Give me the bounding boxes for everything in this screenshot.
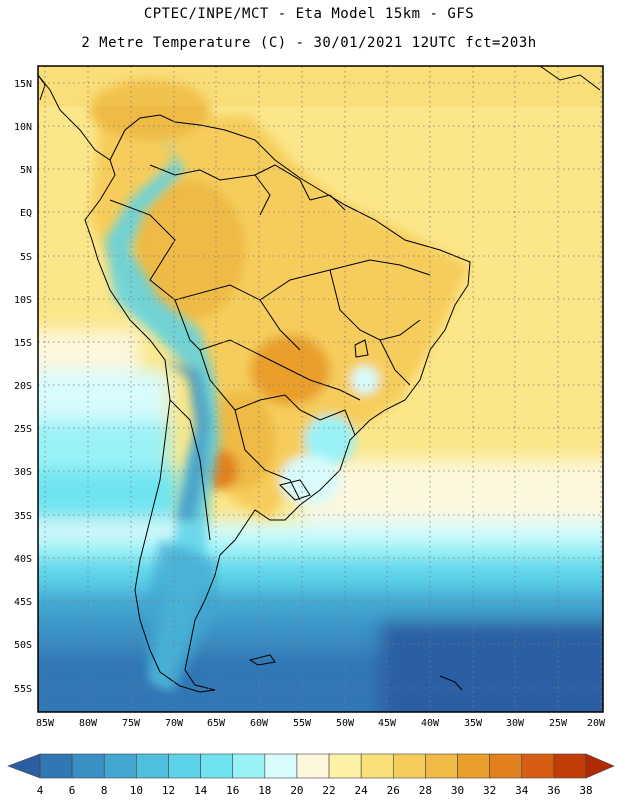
legend-label: 24 <box>355 784 369 797</box>
lat-tick: 20S <box>14 381 32 392</box>
legend-arrow-low <box>7 753 41 779</box>
legend-label: 22 <box>322 784 335 797</box>
lon-tick: 75W <box>122 718 141 729</box>
lat-tick: 25S <box>14 424 32 435</box>
legend-label: 32 <box>483 784 496 797</box>
legend-swatch <box>232 753 266 779</box>
legend-swatch <box>425 753 458 779</box>
lat-tick: 10N <box>14 122 32 133</box>
legend-label: 18 <box>258 784 271 797</box>
lat-tick: 15N <box>14 79 32 90</box>
lat-tick: 35S <box>14 511 32 522</box>
legend-label: 12 <box>162 784 175 797</box>
legend-label: 16 <box>226 784 239 797</box>
legend-swatch <box>264 753 298 779</box>
lat-tick: 30S <box>14 467 32 478</box>
lon-tick: 40W <box>421 718 440 729</box>
lat-tick: 5S <box>20 252 32 263</box>
lon-tick: 50W <box>336 718 355 729</box>
map-title: CPTEC/INPE/MCT - Eta Model 15km - GFS <box>143 6 475 22</box>
lat-tick: 55S <box>14 684 32 695</box>
legend-swatch <box>457 753 490 779</box>
legend-label: 14 <box>194 784 208 797</box>
lat-tick: 5N <box>20 165 32 176</box>
legend-label: 30 <box>451 784 464 797</box>
legend-swatch <box>136 753 169 779</box>
lon-tick: 60W <box>250 718 269 729</box>
legend-label: 20 <box>290 784 303 797</box>
legend-label: 8 <box>101 784 108 797</box>
lon-axis: 85W 80W 75W 70W 65W 60W 55W 50W 45W 40W … <box>36 718 606 729</box>
lon-tick: 20W <box>587 718 606 729</box>
lat-axis: 15N 10N 5N EQ 5S 10S 15S 20S 25S 30S 35S… <box>14 79 32 695</box>
lat-tick: 50S <box>14 640 32 651</box>
legend-swatch <box>296 753 330 779</box>
lat-tick: 10S <box>14 295 32 306</box>
legend-swatch <box>392 753 426 779</box>
lon-tick: 55W <box>293 718 312 729</box>
legend-swatch <box>200 753 234 779</box>
color-legend: 4 6 8 10 12 14 16 18 20 22 24 26 28 30 32 34 36 38 <box>7 753 615 797</box>
legend-swatch <box>553 753 587 779</box>
legend-swatch <box>39 753 73 779</box>
legend-label: 36 <box>547 784 560 797</box>
legend-swatch <box>168 753 201 779</box>
lon-tick: 45W <box>378 718 397 729</box>
lon-tick: 65W <box>207 718 226 729</box>
gridlines <box>38 66 603 712</box>
lon-tick: 70W <box>165 718 184 729</box>
lon-tick: 85W <box>36 718 55 729</box>
legend-label: 28 <box>419 784 432 797</box>
legend-label: 4 <box>37 784 44 797</box>
legend-label: 10 <box>130 784 143 797</box>
lon-tick: 25W <box>549 718 568 729</box>
legend-label: 34 <box>515 784 529 797</box>
lon-tick: 80W <box>79 718 98 729</box>
lat-tick: 40S <box>14 554 32 565</box>
legend-swatch <box>71 753 105 779</box>
coastlines <box>38 66 601 693</box>
lon-tick: 35W <box>464 718 483 729</box>
legend-label: 6 <box>69 784 76 797</box>
lat-tick: 45S <box>14 597 32 608</box>
map-subtitle: 2 Metre Temperature (C) - 30/01/2021 12U… <box>81 35 537 51</box>
temperature-field <box>38 66 603 712</box>
legend-swatch <box>489 753 523 779</box>
map-frame <box>37 65 604 713</box>
legend-swatch <box>521 753 555 779</box>
lon-tick: 30W <box>506 718 525 729</box>
legend-swatch <box>328 753 362 779</box>
legend-swatch <box>360 753 394 779</box>
legend-label: 38 <box>579 784 592 797</box>
legend-swatch <box>103 753 137 779</box>
legend-arrow-high <box>585 753 615 779</box>
lat-tick: EQ <box>20 208 32 219</box>
lat-tick: 15S <box>14 338 32 349</box>
legend-label: 26 <box>387 784 400 797</box>
